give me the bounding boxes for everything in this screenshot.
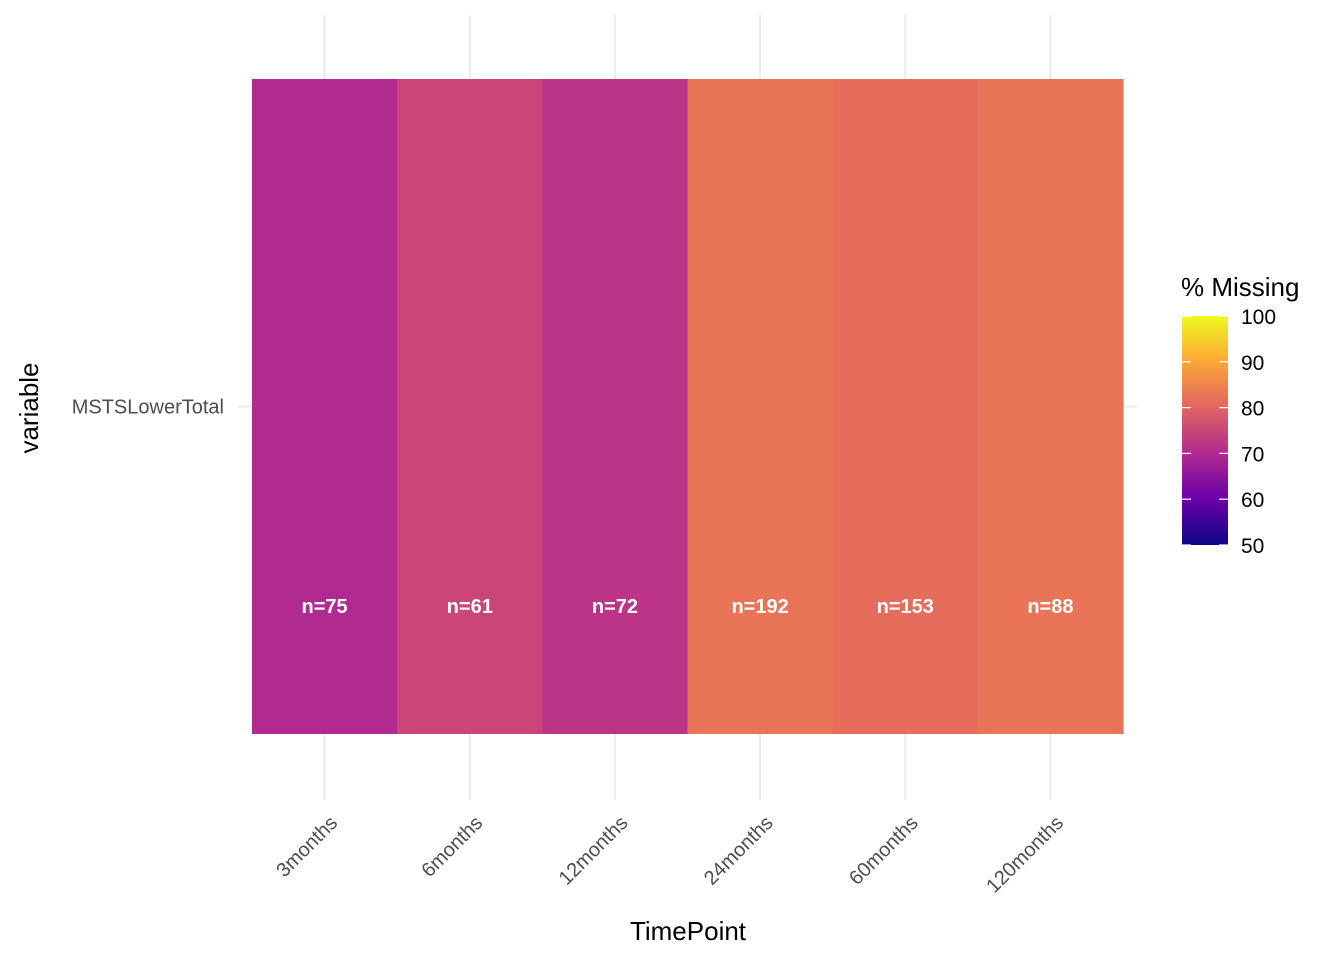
cell-count-label: n=61 [447, 596, 493, 618]
legend-tick-label: 100 [1241, 306, 1276, 329]
cell-labels: n=75 n=61 n=72 n=192 n=153 n=88 [302, 596, 1074, 618]
x-tick-label: 3months [272, 812, 342, 882]
heatmap-cell [832, 79, 979, 734]
legend-tick-label: 70 [1241, 443, 1264, 466]
x-axis-title: TimePoint [630, 916, 747, 946]
cell-count-label: n=88 [1027, 596, 1073, 618]
x-tick-label: 24months [700, 812, 778, 890]
x-tick-label: 6months [417, 812, 487, 882]
cell-count-label: n=72 [592, 596, 638, 618]
x-tick-label: 120months [982, 812, 1068, 898]
x-tick-label: 60months [845, 812, 923, 890]
legend-ticks: 100 90 80 70 60 50 [1182, 306, 1276, 558]
heatmap-cell [397, 79, 543, 734]
y-tick-label: MSTSLowerTotal [72, 397, 224, 419]
x-axis-tick-labels: 3months 6months 12months 24months 60months 12… [272, 812, 1068, 898]
y-axis-tick-labels: MSTSLowerTotal [72, 397, 224, 419]
heatmap-cell [687, 79, 834, 734]
x-tick-label: 12months [555, 812, 633, 890]
cell-count-label: n=75 [302, 596, 348, 618]
cell-count-label: n=192 [731, 596, 788, 618]
legend-colorbar [1182, 316, 1228, 545]
legend-tick-label: 50 [1241, 535, 1264, 558]
heatmap-cells [252, 79, 1124, 734]
legend-tick-label: 60 [1241, 489, 1264, 512]
heatmap-cell [252, 79, 398, 734]
cell-count-label: n=153 [877, 596, 934, 618]
legend-tick-label: 80 [1241, 398, 1264, 421]
legend-title: % Missing [1181, 272, 1299, 302]
legend-tick-label: 90 [1241, 352, 1264, 375]
heatmap-cell [977, 79, 1124, 734]
heatmap-cell [542, 79, 689, 734]
y-axis-title: variable [14, 362, 44, 453]
color-legend: % Missing 100 90 80 70 60 50 [1181, 272, 1299, 558]
